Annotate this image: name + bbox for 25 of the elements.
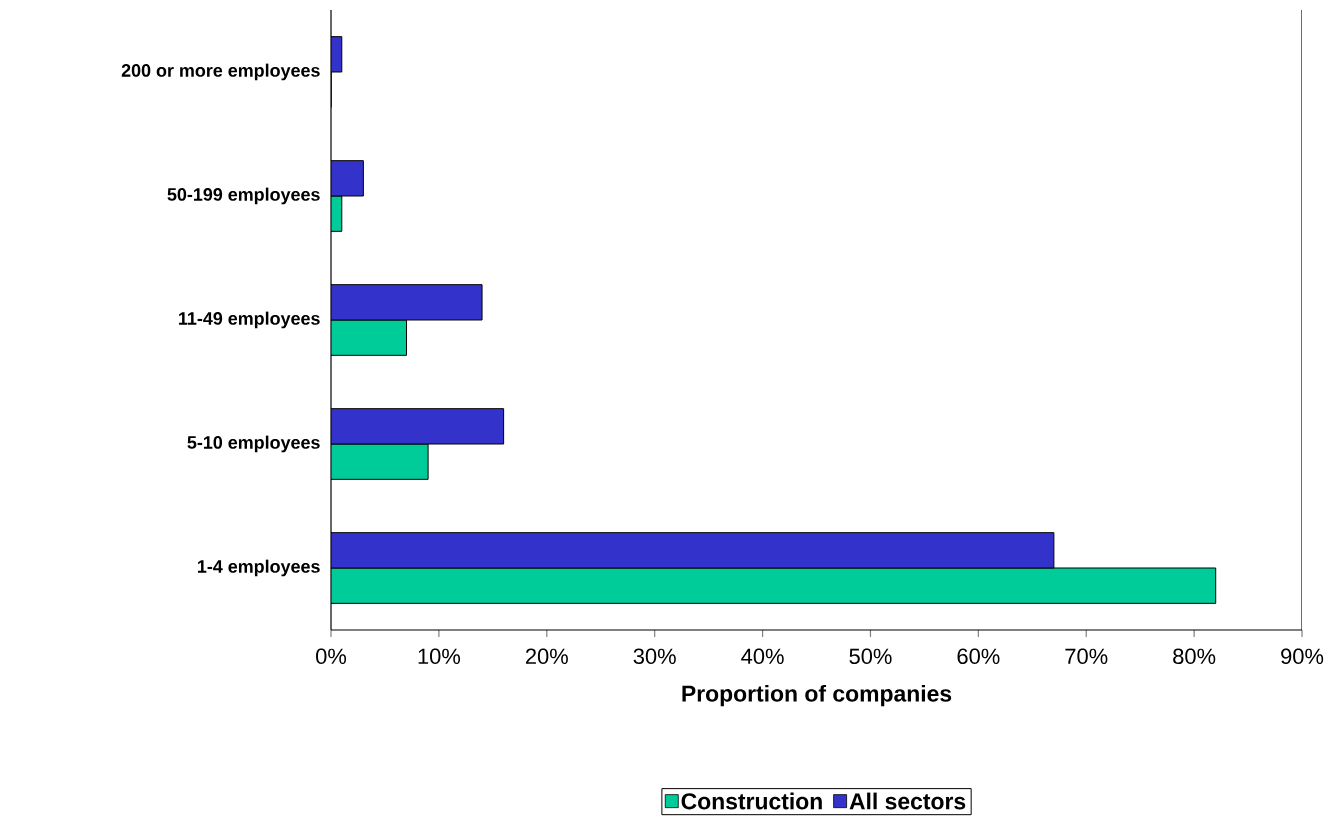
x-tick-label: 0% (316, 648, 347, 665)
y-tick-label: 5-10 employees (187, 435, 320, 453)
y-tick-label: 1-4 employees (198, 559, 320, 577)
y-tick-label: 200 or more employees (121, 63, 320, 81)
legend-label: All sectors (849, 792, 966, 810)
x-tick-label: 80% (1173, 648, 1216, 665)
x-tick-label: 70% (1065, 648, 1108, 665)
x-tick-label: 20% (525, 648, 568, 665)
bar (331, 443, 429, 480)
bar (331, 408, 505, 445)
x-tick-label: 50% (849, 648, 892, 665)
bar (331, 532, 1055, 569)
bar (331, 284, 483, 321)
x-tick-label: 10% (418, 648, 461, 665)
y-tick-label: 11-49 employees (179, 311, 320, 329)
x-axis-title: Proportion of companies (682, 684, 952, 707)
bar (331, 160, 364, 197)
x-tick-label: 40% (741, 648, 784, 665)
x-tick-label: 30% (633, 648, 676, 665)
x-tick-label: 90% (1281, 648, 1324, 665)
bar (331, 567, 1217, 604)
legend-label: Construction (681, 792, 822, 810)
y-tick-label: 50-199 employees (167, 187, 320, 205)
x-tick-label: 60% (957, 648, 1000, 665)
bar (331, 319, 408, 356)
